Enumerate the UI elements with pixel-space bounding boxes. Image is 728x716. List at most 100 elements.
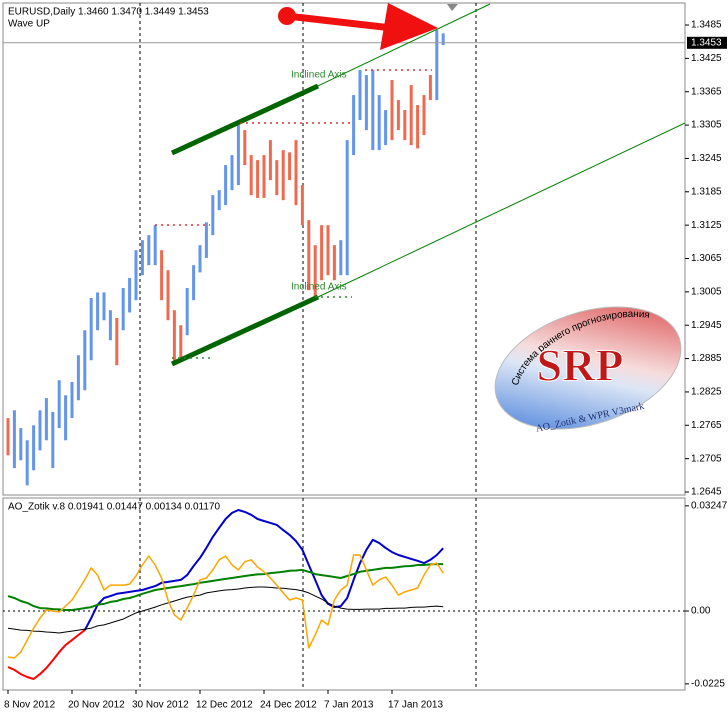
logo: Система раннего прогнозирования SRP AO_Z…	[494, 306, 682, 435]
price-bar	[313, 245, 317, 301]
price-bar	[345, 140, 349, 276]
price-bar	[89, 297, 93, 361]
price-bar	[121, 287, 125, 331]
y-tick-label: 0.00	[691, 606, 711, 617]
price-bar	[179, 325, 183, 361]
price-bar	[288, 152, 292, 181]
price-bar	[294, 140, 298, 206]
indicator-line	[7, 554, 444, 659]
y-tick-label: -0.0225	[691, 678, 725, 689]
price-bar	[416, 105, 420, 149]
price-bar	[326, 225, 330, 276]
price-bar	[281, 150, 285, 201]
price-bar	[409, 85, 413, 146]
chart-subtitle: Wave UP	[8, 19, 50, 30]
price-bar	[396, 100, 400, 131]
price-bar	[332, 245, 336, 281]
price-bar	[153, 225, 157, 266]
price-bar	[307, 220, 311, 291]
main-layer: 1.2645 1.2705 1.2765 1.2825 1.2885 1.2945 1.30…	[3, 20, 727, 711]
logo-ellipse	[494, 306, 682, 430]
price-bar	[6, 418, 10, 456]
price-bar	[358, 70, 362, 121]
indicator-line	[7, 629, 86, 680]
price-bar	[390, 80, 394, 141]
y-tick-label: 1.3425	[691, 53, 722, 64]
annotation: Inclined Axis	[291, 282, 347, 293]
y-tick-label: 1.2645	[691, 487, 722, 498]
y-tick-label: 1.2705	[691, 453, 722, 464]
x-tick-label: 24 Dec 2012	[260, 700, 317, 711]
indicator-line	[83, 509, 444, 631]
price-bar	[32, 425, 36, 471]
price-bar	[300, 185, 304, 226]
price-bar	[230, 155, 234, 191]
price-bar	[441, 33, 445, 46]
price-bar	[275, 160, 279, 196]
price-bar	[262, 155, 266, 198]
price-bar	[198, 245, 202, 273]
x-tick-label: 30 Nov 2012	[132, 700, 189, 711]
price-bar	[435, 30, 439, 101]
y-tick-label: 1.3305	[691, 120, 722, 131]
price-bar	[57, 380, 61, 429]
indicator-layer: 0.03247 0.00 -0.0225	[3, 501, 728, 689]
y-tick-label: 1.3005	[691, 287, 722, 298]
price-bar	[268, 140, 272, 181]
price-bar	[108, 310, 112, 341]
y-tick-label: 1.3245	[691, 153, 722, 164]
price-bar	[377, 95, 381, 151]
x-tick-label: 8 Nov 2012	[4, 700, 56, 711]
price-bar	[192, 265, 196, 301]
current-price-box	[687, 36, 727, 49]
y-tick-label: 1.3185	[691, 186, 722, 197]
indicator-title: AO_Zotik v.8 0.01941 0.01447 0.00134 0.0…	[8, 502, 220, 513]
y-tick-label: 1.2885	[691, 353, 722, 364]
x-tick-label: 12 Dec 2012	[196, 700, 253, 711]
price-bar	[44, 398, 48, 441]
trend-line	[170, 294, 320, 367]
price-bar	[403, 110, 407, 141]
y-tick-label: 1.2765	[691, 420, 722, 431]
price-bar	[115, 317, 119, 366]
price-bar	[249, 155, 253, 196]
arrow-shaft	[286, 12, 393, 32]
y-tick-label: 1.3365	[691, 86, 722, 97]
y-tick-label: 1.3125	[691, 220, 722, 231]
y-tick-label: 1.2945	[691, 320, 722, 331]
price-bar	[256, 160, 260, 198]
price-bar	[166, 270, 170, 321]
price-bar	[134, 250, 138, 301]
channel-line	[317, 122, 686, 298]
price-bar	[12, 410, 16, 469]
price-bar	[217, 190, 221, 211]
y-tick-label: 0.03247	[691, 501, 728, 512]
price-bar	[185, 287, 189, 336]
price-bar	[236, 125, 240, 186]
price-bar	[19, 428, 23, 461]
price-bar	[51, 411, 55, 469]
price-bar	[70, 381, 74, 419]
price-bar	[25, 440, 29, 486]
price-bar	[339, 240, 343, 276]
indicator-line	[7, 586, 444, 634]
indicator-pane	[2, 497, 686, 691]
price-bar	[83, 330, 87, 391]
price-bar	[320, 225, 324, 281]
price-bar	[172, 310, 176, 362]
price-bar	[352, 95, 356, 156]
price-bar	[38, 410, 42, 451]
v-grid	[139, 3, 477, 690]
price-bar	[384, 110, 388, 146]
main-pane	[2, 2, 686, 496]
price-bar	[102, 292, 106, 321]
y-tick-label: 1.2825	[691, 387, 722, 398]
price-bar	[364, 75, 368, 131]
arrow-head	[380, 3, 438, 50]
trend-line	[170, 83, 320, 156]
chart-title: EURUSD,Daily 1.3460 1.3470 1.3449 1.3453	[8, 7, 209, 18]
annotation: Inclined Axis	[291, 70, 347, 81]
price-bar	[147, 235, 151, 266]
logo-title: SRP	[537, 340, 624, 391]
price-bar	[160, 250, 164, 301]
